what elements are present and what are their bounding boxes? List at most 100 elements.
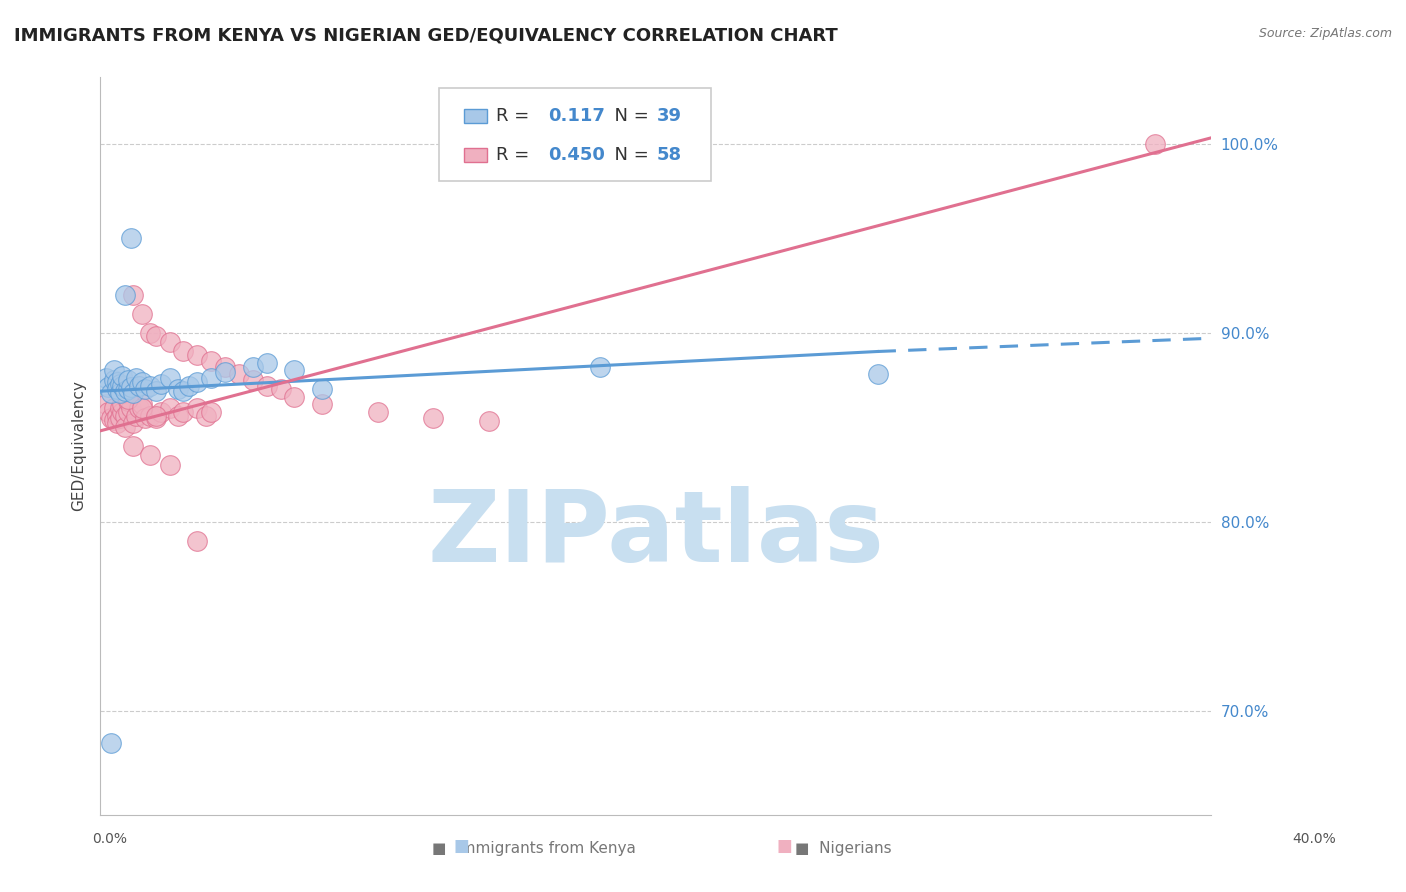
- Point: [256, 356, 278, 370]
- FancyBboxPatch shape: [439, 88, 711, 181]
- Point: [150, 376, 173, 391]
- Text: 39: 39: [657, 107, 682, 125]
- Point: [105, 409, 128, 423]
- Point: [134, 410, 156, 425]
- Point: [214, 359, 236, 374]
- Text: R =: R =: [495, 146, 540, 164]
- Text: ■  Immigrants from Kenya: ■ Immigrants from Kenya: [432, 841, 637, 856]
- Point: [311, 397, 333, 411]
- Point: [150, 405, 173, 419]
- Point: [283, 390, 305, 404]
- Point: [120, 380, 142, 394]
- Point: [172, 405, 194, 419]
- Point: [108, 386, 131, 401]
- Point: [186, 401, 208, 416]
- Text: 0.450: 0.450: [548, 146, 605, 164]
- Text: R =: R =: [495, 107, 540, 125]
- Point: [105, 378, 128, 392]
- Point: [139, 449, 162, 463]
- Point: [866, 367, 889, 381]
- Point: [145, 329, 167, 343]
- Point: [120, 401, 142, 416]
- Point: [177, 378, 200, 392]
- Point: [270, 382, 292, 396]
- Point: [111, 397, 134, 411]
- Point: [105, 382, 128, 396]
- Point: [122, 386, 145, 401]
- Text: N =: N =: [603, 146, 655, 164]
- Point: [117, 373, 139, 387]
- Point: [200, 354, 222, 368]
- Point: [214, 365, 236, 379]
- Point: [120, 231, 142, 245]
- FancyBboxPatch shape: [464, 109, 486, 123]
- Point: [167, 382, 190, 396]
- Text: ZIPatlas: ZIPatlas: [427, 486, 884, 583]
- Point: [131, 375, 153, 389]
- Point: [97, 405, 120, 419]
- Point: [159, 334, 181, 349]
- FancyBboxPatch shape: [464, 147, 486, 162]
- Point: [105, 417, 128, 431]
- Point: [589, 359, 612, 374]
- Text: 0.117: 0.117: [548, 107, 605, 125]
- Text: IMMIGRANTS FROM KENYA VS NIGERIAN GED/EQUIVALENCY CORRELATION CHART: IMMIGRANTS FROM KENYA VS NIGERIAN GED/EQ…: [14, 27, 838, 45]
- Text: ■  Nigerians: ■ Nigerians: [796, 841, 891, 856]
- Point: [159, 401, 181, 416]
- Point: [311, 382, 333, 396]
- Point: [139, 378, 162, 392]
- Point: [114, 409, 136, 423]
- Point: [100, 386, 122, 401]
- Point: [131, 307, 153, 321]
- Point: [103, 412, 125, 426]
- Text: Source: ZipAtlas.com: Source: ZipAtlas.com: [1258, 27, 1392, 40]
- Point: [172, 384, 194, 399]
- Point: [186, 533, 208, 548]
- Point: [172, 344, 194, 359]
- Point: [145, 409, 167, 423]
- Point: [200, 371, 222, 385]
- Point: [194, 409, 217, 423]
- Point: [186, 348, 208, 362]
- Point: [111, 386, 134, 401]
- Point: [131, 397, 153, 411]
- Point: [228, 367, 250, 381]
- Point: [122, 417, 145, 431]
- Point: [100, 410, 122, 425]
- Point: [367, 405, 389, 419]
- Point: [117, 392, 139, 406]
- Point: [117, 382, 139, 396]
- Point: [94, 397, 117, 411]
- Point: [1144, 136, 1167, 151]
- Point: [100, 736, 122, 750]
- Point: [131, 401, 153, 416]
- Point: [117, 393, 139, 408]
- Point: [422, 410, 444, 425]
- Point: [125, 409, 148, 423]
- Point: [242, 359, 264, 374]
- Point: [139, 326, 162, 340]
- Point: [114, 384, 136, 399]
- Point: [111, 405, 134, 419]
- Point: [103, 363, 125, 377]
- Point: [159, 458, 181, 472]
- Point: [167, 409, 190, 423]
- Text: 40.0%: 40.0%: [1292, 832, 1337, 846]
- Point: [159, 371, 181, 385]
- Point: [283, 363, 305, 377]
- Point: [103, 401, 125, 416]
- Point: [139, 409, 162, 423]
- Point: [105, 375, 128, 389]
- Point: [145, 384, 167, 399]
- Point: [111, 378, 134, 392]
- Point: [200, 405, 222, 419]
- Point: [478, 414, 501, 428]
- Point: [111, 369, 134, 384]
- Text: N =: N =: [603, 107, 655, 125]
- Point: [122, 287, 145, 301]
- Point: [94, 371, 117, 385]
- Text: ■: ■: [776, 837, 793, 855]
- Point: [108, 410, 131, 425]
- Point: [128, 401, 150, 416]
- Point: [256, 378, 278, 392]
